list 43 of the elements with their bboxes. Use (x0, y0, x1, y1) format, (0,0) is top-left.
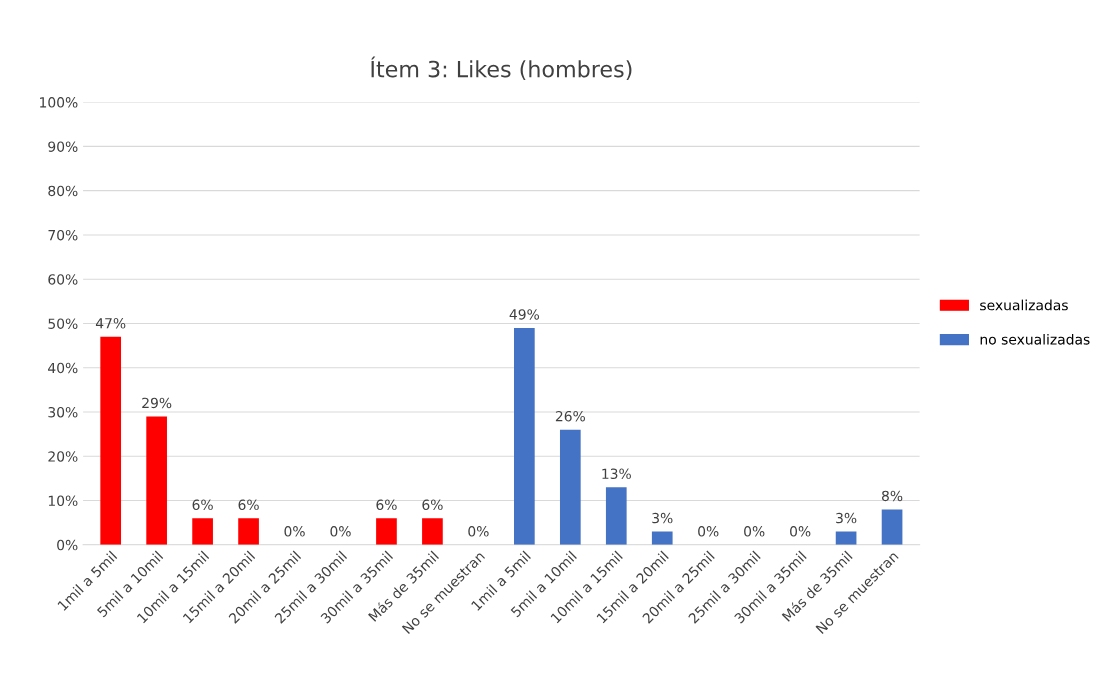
data-label: 0% (468, 526, 489, 537)
bar (192, 518, 213, 545)
bar (146, 416, 167, 545)
y-tick-label: 20% (48, 451, 78, 462)
data-label: 0% (698, 526, 719, 537)
y-tick-label: 40% (48, 362, 78, 374)
data-label: 3% (652, 512, 673, 524)
data-label: 13% (602, 468, 631, 480)
data-label: 0% (744, 526, 765, 537)
bar (605, 487, 627, 545)
y-tick-label: 70% (48, 229, 78, 241)
y-tick-label: 10% (48, 495, 78, 507)
data-label: 3% (836, 512, 857, 524)
legend-label: no sexualizadas (980, 333, 1090, 345)
bar (100, 336, 122, 545)
y-tick-label: 60% (48, 274, 78, 285)
bar (559, 429, 581, 545)
bar (514, 327, 535, 545)
data-label: 0% (330, 526, 351, 537)
data-label: 8% (881, 490, 903, 502)
bar (881, 509, 903, 545)
y-tick-label: 30% (48, 406, 78, 418)
data-label: 49% (509, 309, 540, 320)
legend-label: sexualizadas (980, 299, 1068, 311)
data-label: 29% (142, 397, 172, 409)
bar (651, 531, 673, 545)
y-tick-label: 100% (40, 97, 78, 108)
data-label: 6% (376, 499, 397, 510)
data-label: 0% (790, 526, 811, 537)
y-tick-label: 80% (48, 185, 78, 197)
bar (376, 518, 397, 545)
data-label: 6% (238, 499, 259, 510)
y-tick-label: 0% (57, 539, 78, 551)
data-label: 26% (555, 410, 585, 422)
bar (238, 518, 259, 545)
data-label: 47% (95, 318, 126, 329)
data-label: 0% (284, 526, 305, 537)
y-tick-label: 50% (48, 318, 78, 329)
data-label: 6% (192, 499, 213, 510)
chart-title: Ítem 3: Likes (hombres) (371, 56, 632, 81)
y-tick-label: 90% (48, 141, 78, 152)
bar (422, 518, 443, 545)
data-label: 6% (422, 499, 443, 510)
